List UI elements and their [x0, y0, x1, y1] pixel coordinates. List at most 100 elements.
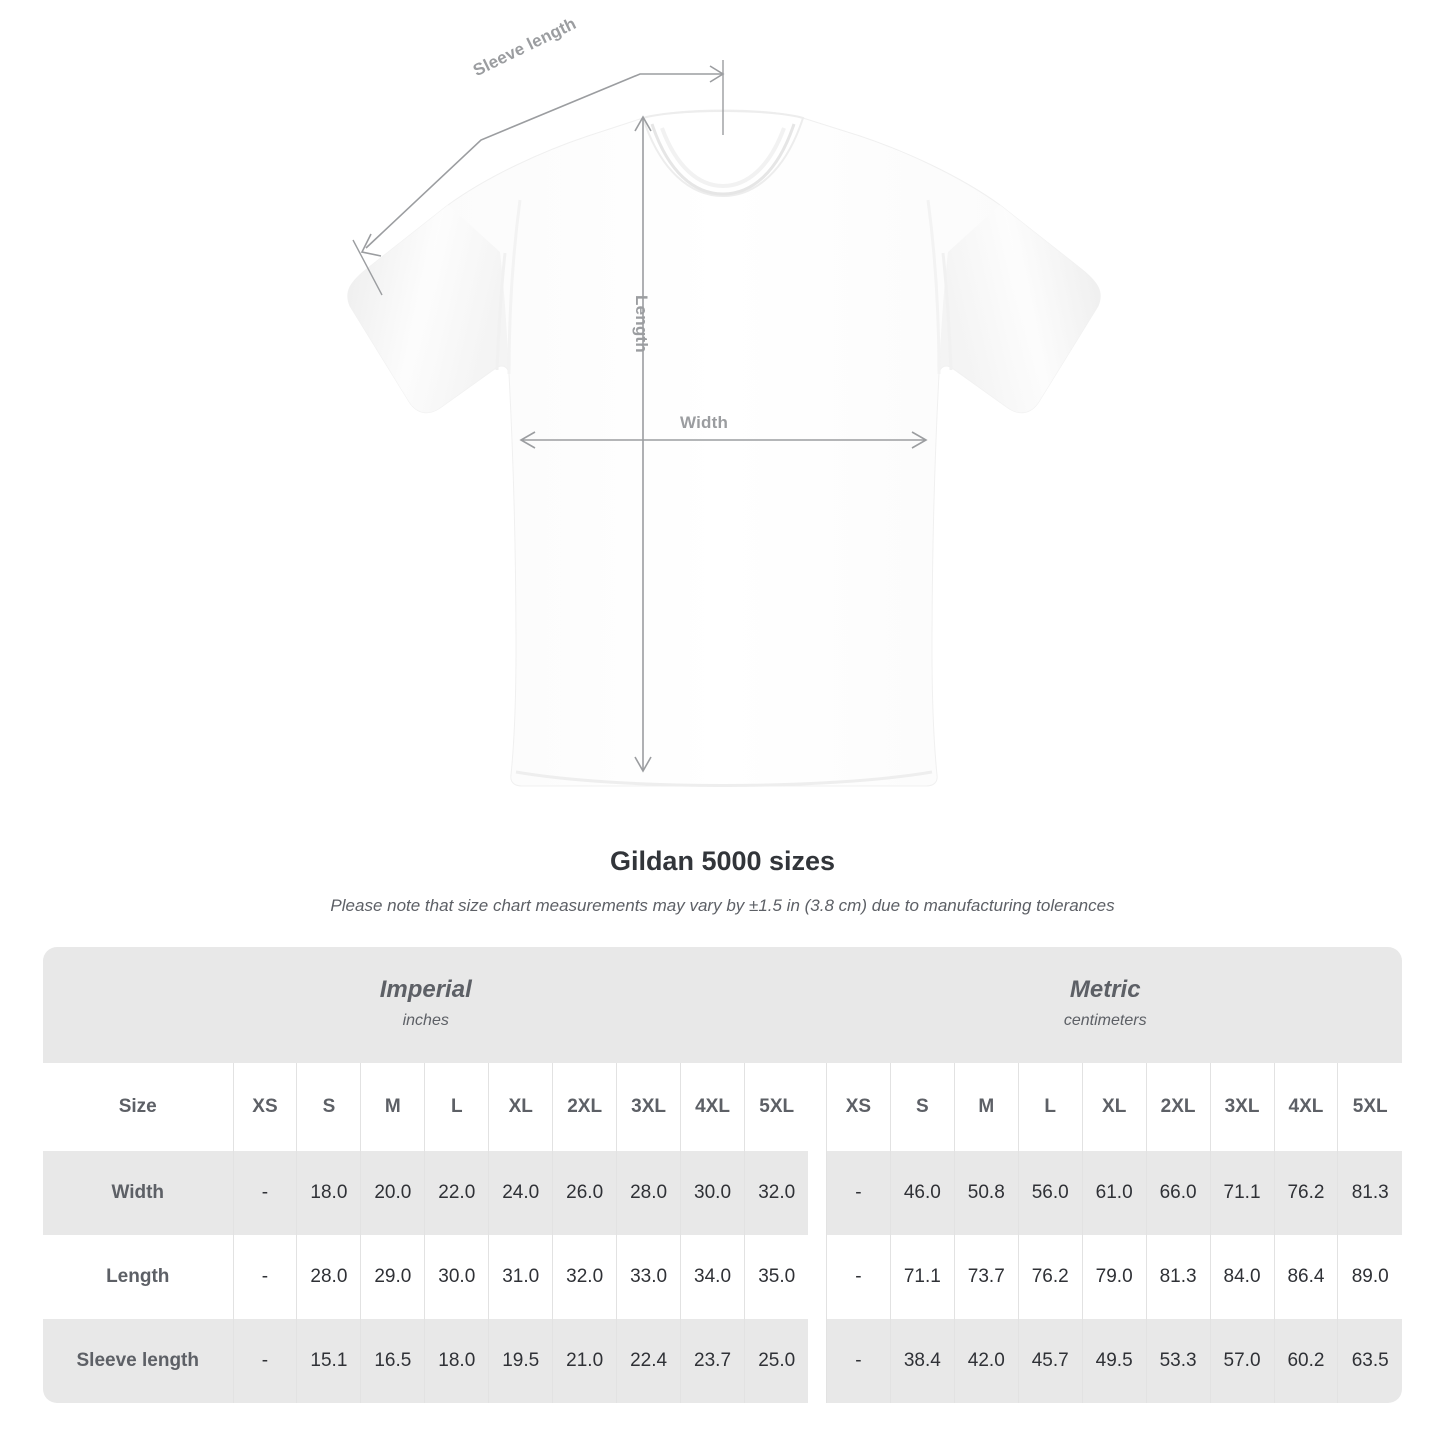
cell-imperial-length-xl: 31.0 [488, 1235, 553, 1319]
cell-metric-width-s: 46.0 [889, 1151, 955, 1235]
cell-metric-sleeve-length-3xl: 57.0 [1209, 1319, 1275, 1403]
metric-unit-name: Metric [1069, 975, 1141, 1003]
cell-metric-length-5xl: 89.0 [1337, 1235, 1402, 1319]
cell-metric-width-m: 50.8 [953, 1151, 1019, 1235]
cell-imperial-sleeve-length-m: 16.5 [360, 1319, 425, 1403]
imperial-unit-sub: inches [402, 1012, 449, 1029]
tshirt-illustration [347, 60, 1101, 787]
imperial-unit-name: Imperial [379, 975, 472, 1003]
page-title: Gildan 5000 sizes [609, 846, 836, 876]
cell-metric-sleeve-length-l: 45.7 [1017, 1319, 1083, 1403]
cell-metric-width-5xl: 81.3 [1337, 1151, 1402, 1235]
table-row: Sleeve length -15.1 16.5 18.0 19.5 21.0 22.4 23… [43, 1319, 1402, 1403]
cell-imperial-sleeve-length-xs: - [232, 1319, 297, 1403]
cell-metric-sleeve-length-2xl: 53.3 [1145, 1319, 1211, 1403]
row-header-length: Length [43, 1235, 233, 1319]
cell-imperial-width-2xl: 26.0 [552, 1151, 617, 1235]
cell-metric-length-xl: 79.0 [1081, 1235, 1147, 1319]
cell-imperial-sleeve-length-3xl: 22.4 [616, 1319, 681, 1403]
column-header-metric-3xl: 3XL [1209, 1063, 1275, 1151]
column-header-metric-4xl: 4XL [1273, 1063, 1338, 1151]
metric-unit-sub: centimeters [1063, 1012, 1147, 1029]
cell-imperial-width-m: 20.0 [360, 1151, 425, 1235]
column-header-imperial-l: L [424, 1063, 489, 1151]
column-header-metric-l: L [1017, 1063, 1083, 1151]
row-header-sleeve-length: Sleeve length [43, 1319, 233, 1403]
section-divider [808, 1235, 827, 1319]
cell-metric-width-l: 56.0 [1017, 1151, 1083, 1235]
cell-imperial-sleeve-length-xl: 19.5 [488, 1319, 553, 1403]
column-header-imperial-s: S [296, 1063, 361, 1151]
cell-imperial-width-xs: - [232, 1151, 297, 1235]
cell-imperial-length-4xl: 34.0 [680, 1235, 745, 1319]
column-header-metric-m: M [953, 1063, 1019, 1151]
cell-metric-width-xl: 61.0 [1081, 1151, 1147, 1235]
cell-metric-sleeve-length-5xl: 63.5 [1337, 1319, 1402, 1403]
size-chart-table: Imperial inches Metric centimeters Size XS S M L… [43, 947, 1402, 1403]
cell-metric-sleeve-length-4xl: 60.2 [1273, 1319, 1338, 1403]
column-header-metric-xl: XL [1081, 1063, 1147, 1151]
shirt-body-shape [347, 109, 1101, 787]
section-divider [808, 1063, 827, 1151]
cell-imperial-width-xl: 24.0 [488, 1151, 553, 1235]
cell-imperial-width-3xl: 28.0 [616, 1151, 681, 1235]
dimension-lines [352, 60, 928, 773]
cell-imperial-length-xs: - [232, 1235, 297, 1319]
cell-imperial-length-5xl: 35.0 [744, 1235, 809, 1319]
cell-imperial-sleeve-length-s: 15.1 [296, 1319, 361, 1403]
column-header-metric-2xl: 2XL [1145, 1063, 1211, 1151]
table-row: Width -18.0 20.0 22.0 24.0 26.0 28.0 30.0 32.0-4… [43, 1151, 1402, 1235]
table-row: Length -28.0 29.0 30.0 31.0 32.0 33.0 34.0 35.0-… [43, 1235, 1402, 1319]
cell-metric-width-3xl: 71.1 [1209, 1151, 1275, 1235]
metric-unit-header: Metric centimeters [808, 947, 1402, 1063]
column-header-metric-xs: XS [825, 1063, 891, 1151]
cell-metric-sleeve-length-s: 38.4 [889, 1319, 955, 1403]
cell-imperial-width-4xl: 30.0 [680, 1151, 745, 1235]
column-header-imperial-5xl: 5XL [744, 1063, 809, 1151]
column-header-imperial-xs: XS [232, 1063, 297, 1151]
cell-metric-length-m: 73.7 [953, 1235, 1019, 1319]
cell-metric-length-s: 71.1 [889, 1235, 955, 1319]
cell-metric-length-xs: - [825, 1235, 891, 1319]
column-header-size: Size [43, 1063, 233, 1151]
cell-imperial-width-l: 22.0 [424, 1151, 489, 1235]
size-header-row: Size XS S M L XL 2XL 3XL 4XL 5XL XS S M L XL 2XL 3XL 4XL 5… [43, 1063, 1402, 1151]
cell-imperial-width-5xl: 32.0 [744, 1151, 809, 1235]
column-header-imperial-m: M [360, 1063, 425, 1151]
cell-metric-sleeve-length-xs: - [825, 1319, 891, 1403]
unit-band-row: Imperial inches Metric centimeters [43, 947, 1402, 1063]
cell-metric-width-xs: - [825, 1151, 891, 1235]
size-chart-table-wrapper: Imperial inches Metric centimeters Size XS S M L… [43, 947, 1402, 1403]
column-header-imperial-4xl: 4XL [680, 1063, 745, 1151]
cell-imperial-length-m: 29.0 [360, 1235, 425, 1319]
column-header-imperial-xl: XL [488, 1063, 553, 1151]
cell-imperial-sleeve-length-2xl: 21.0 [552, 1319, 617, 1403]
imperial-unit-header: Imperial inches [43, 947, 809, 1063]
row-header-width: Width [43, 1151, 233, 1235]
cell-metric-width-2xl: 66.0 [1145, 1151, 1211, 1235]
cell-metric-sleeve-length-m: 42.0 [953, 1319, 1019, 1403]
garment-diagram: Sleeve length Length Width [347, 14, 1101, 787]
cell-metric-width-4xl: 76.2 [1273, 1151, 1338, 1235]
column-header-metric-5xl: 5XL [1337, 1063, 1402, 1151]
sleeve-length-dimension [352, 60, 725, 296]
cell-imperial-sleeve-length-4xl: 23.7 [680, 1319, 745, 1403]
cell-imperial-length-l: 30.0 [424, 1235, 489, 1319]
cell-imperial-length-2xl: 32.0 [552, 1235, 617, 1319]
column-header-metric-s: S [889, 1063, 955, 1151]
width-dimension [519, 431, 928, 449]
column-header-imperial-3xl: 3XL [616, 1063, 681, 1151]
tolerance-note: Please note that size chart measurements… [330, 896, 1115, 915]
width-label: Width [680, 413, 729, 432]
cell-imperial-sleeve-length-l: 18.0 [424, 1319, 489, 1403]
column-header-imperial-2xl: 2XL [552, 1063, 617, 1151]
length-label: Length [632, 295, 651, 353]
cell-metric-length-2xl: 81.3 [1145, 1235, 1211, 1319]
section-divider [808, 1151, 827, 1235]
section-divider [808, 1319, 827, 1403]
length-dimension [634, 115, 652, 773]
cell-imperial-width-s: 18.0 [296, 1151, 361, 1235]
cell-imperial-sleeve-length-5xl: 25.0 [744, 1319, 809, 1403]
cell-imperial-length-3xl: 33.0 [616, 1235, 681, 1319]
cell-metric-length-3xl: 84.0 [1209, 1235, 1275, 1319]
